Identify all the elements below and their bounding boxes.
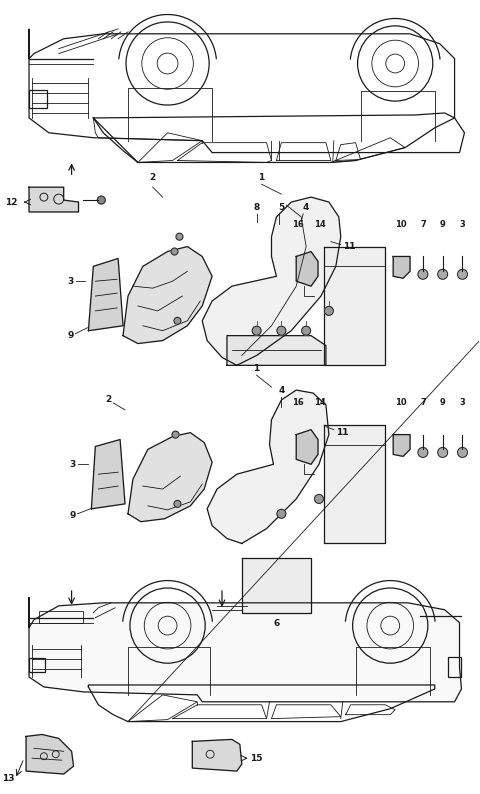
Circle shape xyxy=(438,448,448,457)
Bar xyxy=(448,657,461,677)
Circle shape xyxy=(174,500,181,507)
Text: 3: 3 xyxy=(69,460,75,468)
Text: 14: 14 xyxy=(314,398,326,407)
Text: 14: 14 xyxy=(314,220,326,229)
Text: 16: 16 xyxy=(292,398,304,407)
Polygon shape xyxy=(207,390,329,543)
Text: 15: 15 xyxy=(250,754,262,763)
Circle shape xyxy=(277,509,286,518)
Polygon shape xyxy=(202,197,341,365)
Polygon shape xyxy=(91,440,125,509)
Text: 2: 2 xyxy=(105,395,111,404)
Text: 9: 9 xyxy=(440,398,445,407)
Circle shape xyxy=(252,326,261,335)
Text: 9: 9 xyxy=(440,220,445,229)
Circle shape xyxy=(438,269,448,279)
Text: 1: 1 xyxy=(258,173,264,183)
Circle shape xyxy=(171,248,178,255)
Circle shape xyxy=(176,233,183,240)
Circle shape xyxy=(457,448,468,457)
Polygon shape xyxy=(296,252,318,286)
Bar xyxy=(39,611,84,622)
Polygon shape xyxy=(128,433,212,522)
Text: 13: 13 xyxy=(2,774,14,784)
Circle shape xyxy=(324,306,333,315)
Text: 3: 3 xyxy=(460,220,465,229)
Polygon shape xyxy=(29,187,79,212)
Text: 10: 10 xyxy=(396,398,407,407)
Text: 11: 11 xyxy=(336,428,348,437)
Polygon shape xyxy=(393,256,410,278)
Polygon shape xyxy=(88,259,123,330)
Circle shape xyxy=(97,196,105,204)
Polygon shape xyxy=(123,247,212,344)
Text: 6: 6 xyxy=(273,619,279,627)
Text: 4: 4 xyxy=(303,203,309,212)
Text: 3: 3 xyxy=(67,277,73,286)
Circle shape xyxy=(172,431,179,438)
Polygon shape xyxy=(242,558,311,613)
Polygon shape xyxy=(393,434,410,457)
Polygon shape xyxy=(192,739,242,771)
Text: 7: 7 xyxy=(420,398,426,407)
Text: 2: 2 xyxy=(150,173,156,183)
Bar xyxy=(29,658,45,672)
Text: 12: 12 xyxy=(5,198,17,206)
Text: 8: 8 xyxy=(253,203,260,212)
Polygon shape xyxy=(324,247,385,365)
Text: 4: 4 xyxy=(278,386,285,395)
Text: 10: 10 xyxy=(396,220,407,229)
Text: 1: 1 xyxy=(253,364,260,373)
Polygon shape xyxy=(324,425,385,543)
Polygon shape xyxy=(296,430,318,464)
Text: 3: 3 xyxy=(460,398,465,407)
Text: 16: 16 xyxy=(292,220,304,229)
Circle shape xyxy=(277,326,286,335)
Polygon shape xyxy=(227,336,326,365)
Circle shape xyxy=(418,448,428,457)
Circle shape xyxy=(457,269,468,279)
Bar xyxy=(29,91,47,108)
Circle shape xyxy=(418,269,428,279)
Circle shape xyxy=(314,495,324,503)
Text: 9: 9 xyxy=(67,331,73,340)
Text: 9: 9 xyxy=(69,511,75,520)
Circle shape xyxy=(301,326,311,335)
Text: 7: 7 xyxy=(420,220,426,229)
Text: 5: 5 xyxy=(278,203,285,212)
Circle shape xyxy=(174,318,181,324)
Polygon shape xyxy=(26,734,73,774)
Polygon shape xyxy=(29,598,461,702)
Text: 11: 11 xyxy=(343,242,355,251)
